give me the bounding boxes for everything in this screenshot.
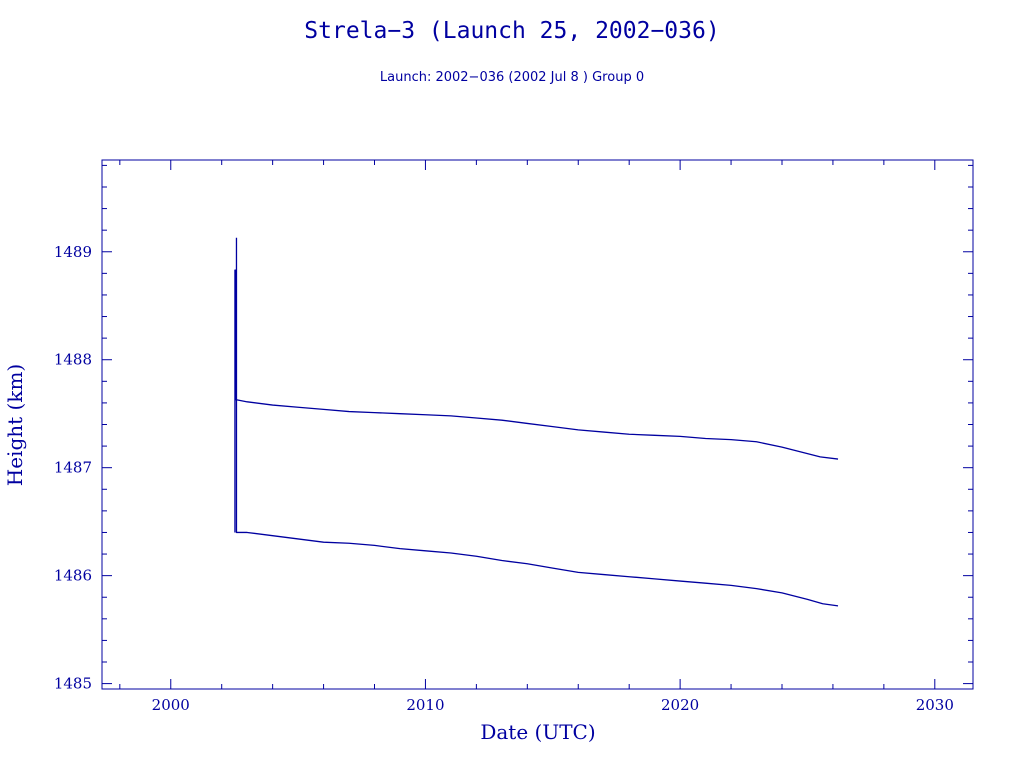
x-axis-ticks	[119, 160, 936, 689]
x-tick-label: 2020	[661, 696, 699, 714]
x-tick-label: 2030	[916, 696, 954, 714]
series-line-2	[235, 237, 839, 607]
series-group	[234, 237, 839, 607]
y-axis-label: Height (km)	[3, 364, 27, 486]
y-tick-label: 1486	[54, 567, 92, 585]
x-tick-label: 2000	[152, 696, 190, 714]
x-tick-label: 2010	[406, 696, 444, 714]
x-axis-label: Date (UTC)	[480, 720, 595, 744]
chart-subtitle: Launch: 2002−036 (2002 Jul 8 ) Group 0	[380, 70, 644, 85]
series-line-1	[234, 269, 839, 533]
y-tick-label: 1489	[54, 243, 92, 261]
y-tick-label: 1485	[54, 675, 92, 693]
y-axis-ticks	[102, 164, 973, 685]
y-axis-tick-labels: 1485 1486 1487 1488 1489	[54, 243, 92, 693]
y-tick-label: 1488	[54, 351, 92, 369]
chart-title: Strela−3 (Launch 25, 2002−036)	[304, 18, 719, 44]
x-axis-tick-labels: 2000 2010 2020 2030	[152, 696, 954, 714]
y-tick-label: 1487	[54, 459, 92, 477]
